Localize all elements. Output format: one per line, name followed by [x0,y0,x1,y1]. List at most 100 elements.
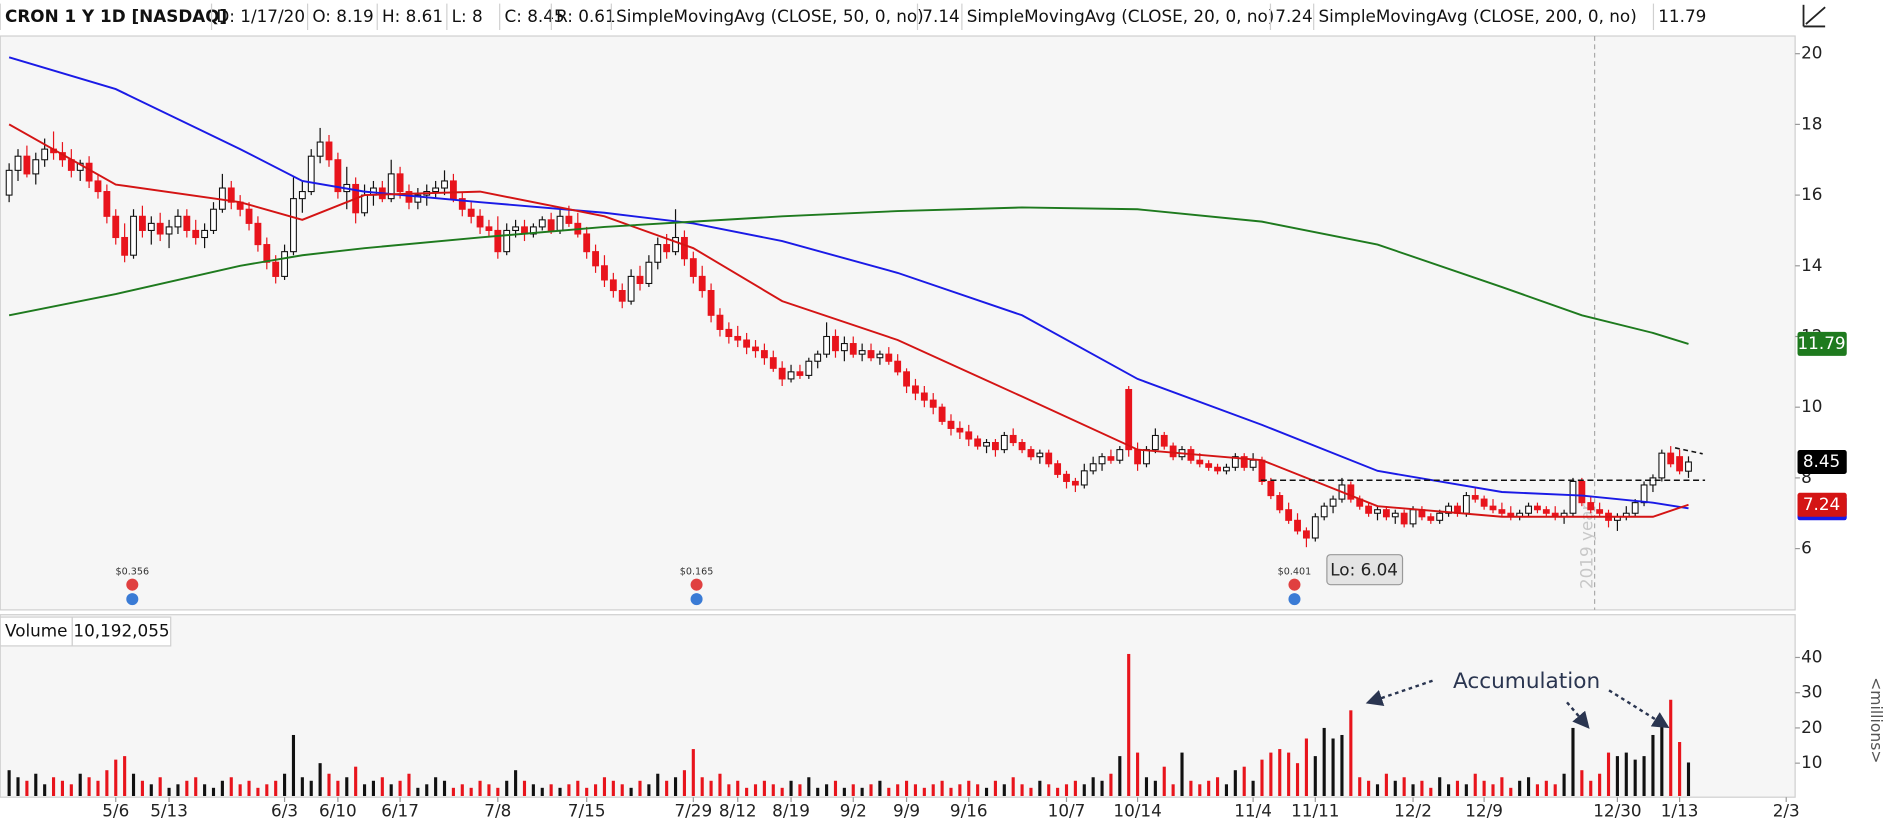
dividend-marker[interactable] [1288,578,1301,606]
volume-bar [1358,777,1362,796]
candle-body [796,371,804,376]
volume-bar [993,780,997,796]
volume-bar [140,780,144,796]
candle-body [1569,480,1577,514]
candle-body [1587,502,1595,511]
volume-bar [149,784,153,796]
volume-bar [34,773,38,796]
volume-bar [1562,773,1566,796]
candle-body [147,222,155,231]
candle-body [183,215,191,231]
volume-bar [78,773,82,796]
dividend-label: $0.401 [1278,566,1312,577]
volume-bar [629,787,633,796]
volume-bar [860,787,864,796]
volume-bar [585,787,589,796]
flag-line [1674,447,1703,455]
header-item: L: 8 [452,6,483,26]
volume-bar [1056,787,1060,796]
volume-bar [656,773,660,796]
candle-body [752,346,759,352]
candle-body [281,251,288,277]
candle-body [94,180,102,193]
y-tick-label: 8 [1801,467,1812,487]
candle-body [1471,495,1479,500]
volume-bar [958,784,962,796]
candle-body [1640,484,1648,504]
header-item: D: 1/17/20 [216,6,305,26]
volume-bar [718,773,722,796]
volume-bar [745,787,749,796]
volume-bar [673,777,678,796]
candle-body [1080,470,1088,486]
candle-body [1054,463,1062,475]
y-tick-label: 16 [1801,184,1822,204]
y-tick-label: 20 [1801,43,1822,63]
x-tick-label: 5/13 [150,801,188,820]
candle-body [929,399,937,408]
dividend-marker[interactable] [126,578,139,606]
volume-bar [460,784,464,796]
volume-bars [7,653,1691,796]
x-tick-label: 12/2 [1394,801,1432,820]
volume-bar [265,784,269,796]
volume-tick-label: 40 [1801,646,1822,666]
volume-bar [60,780,65,796]
volume-bar [203,784,207,796]
x-tick-label: 5/6 [102,801,129,820]
moving-average [8,206,1689,345]
volume-bar [1287,752,1291,796]
candle-body [1089,463,1097,472]
volume-bar [238,784,242,796]
candle-body [1160,434,1168,447]
candle-body [432,187,440,193]
volume-bar [1455,780,1460,796]
x-tick-label: 10/14 [1113,801,1161,820]
candle-body [1258,459,1266,482]
low-box [1326,554,1404,586]
volume-bar [1180,752,1184,796]
candle-body [760,350,768,359]
candle-body [1107,456,1115,461]
dividend-label: $0.356 [116,566,150,577]
candle-body [1534,505,1541,511]
volume-bar [976,784,980,796]
volume-bar [1153,780,1157,796]
volume-bar [1624,752,1628,796]
candle-body [1205,463,1213,468]
candle-body [1045,452,1053,465]
candle-body [1018,442,1026,451]
volume-bar [576,780,580,796]
volume-bar [1313,756,1317,796]
candle-body [1631,502,1639,514]
candle-body [725,328,733,338]
moving-average [8,56,1689,510]
volume-bar [940,780,944,796]
volume-bar [1047,784,1051,796]
candle-body [272,261,280,277]
candle-body [1400,512,1408,525]
candle-body [1071,480,1079,486]
low-label: Lo: 6.04 [1330,559,1398,579]
volume-bar [1660,724,1664,796]
volume-bar [1535,784,1539,796]
volume-title: Volume [5,621,67,641]
volume-bar [887,787,891,796]
candle-body [974,438,982,447]
volume-bar [1482,780,1486,796]
volume-bar [1491,784,1495,796]
volume-bar [1322,727,1326,796]
price-badge [1797,492,1847,517]
candle-body [1196,459,1204,465]
volume-bar [229,777,233,796]
header-item: R: 0.61 [556,6,616,26]
drawing-tool-icon[interactable] [1798,2,1830,32]
candle-body [387,173,395,200]
volume-bar [256,787,260,796]
dividend-marker[interactable] [690,578,703,606]
candle-body [1462,495,1470,514]
volume-bar [371,780,375,796]
candle-body [156,222,164,235]
volume-bar [1686,762,1691,796]
candle-body [1240,456,1248,468]
